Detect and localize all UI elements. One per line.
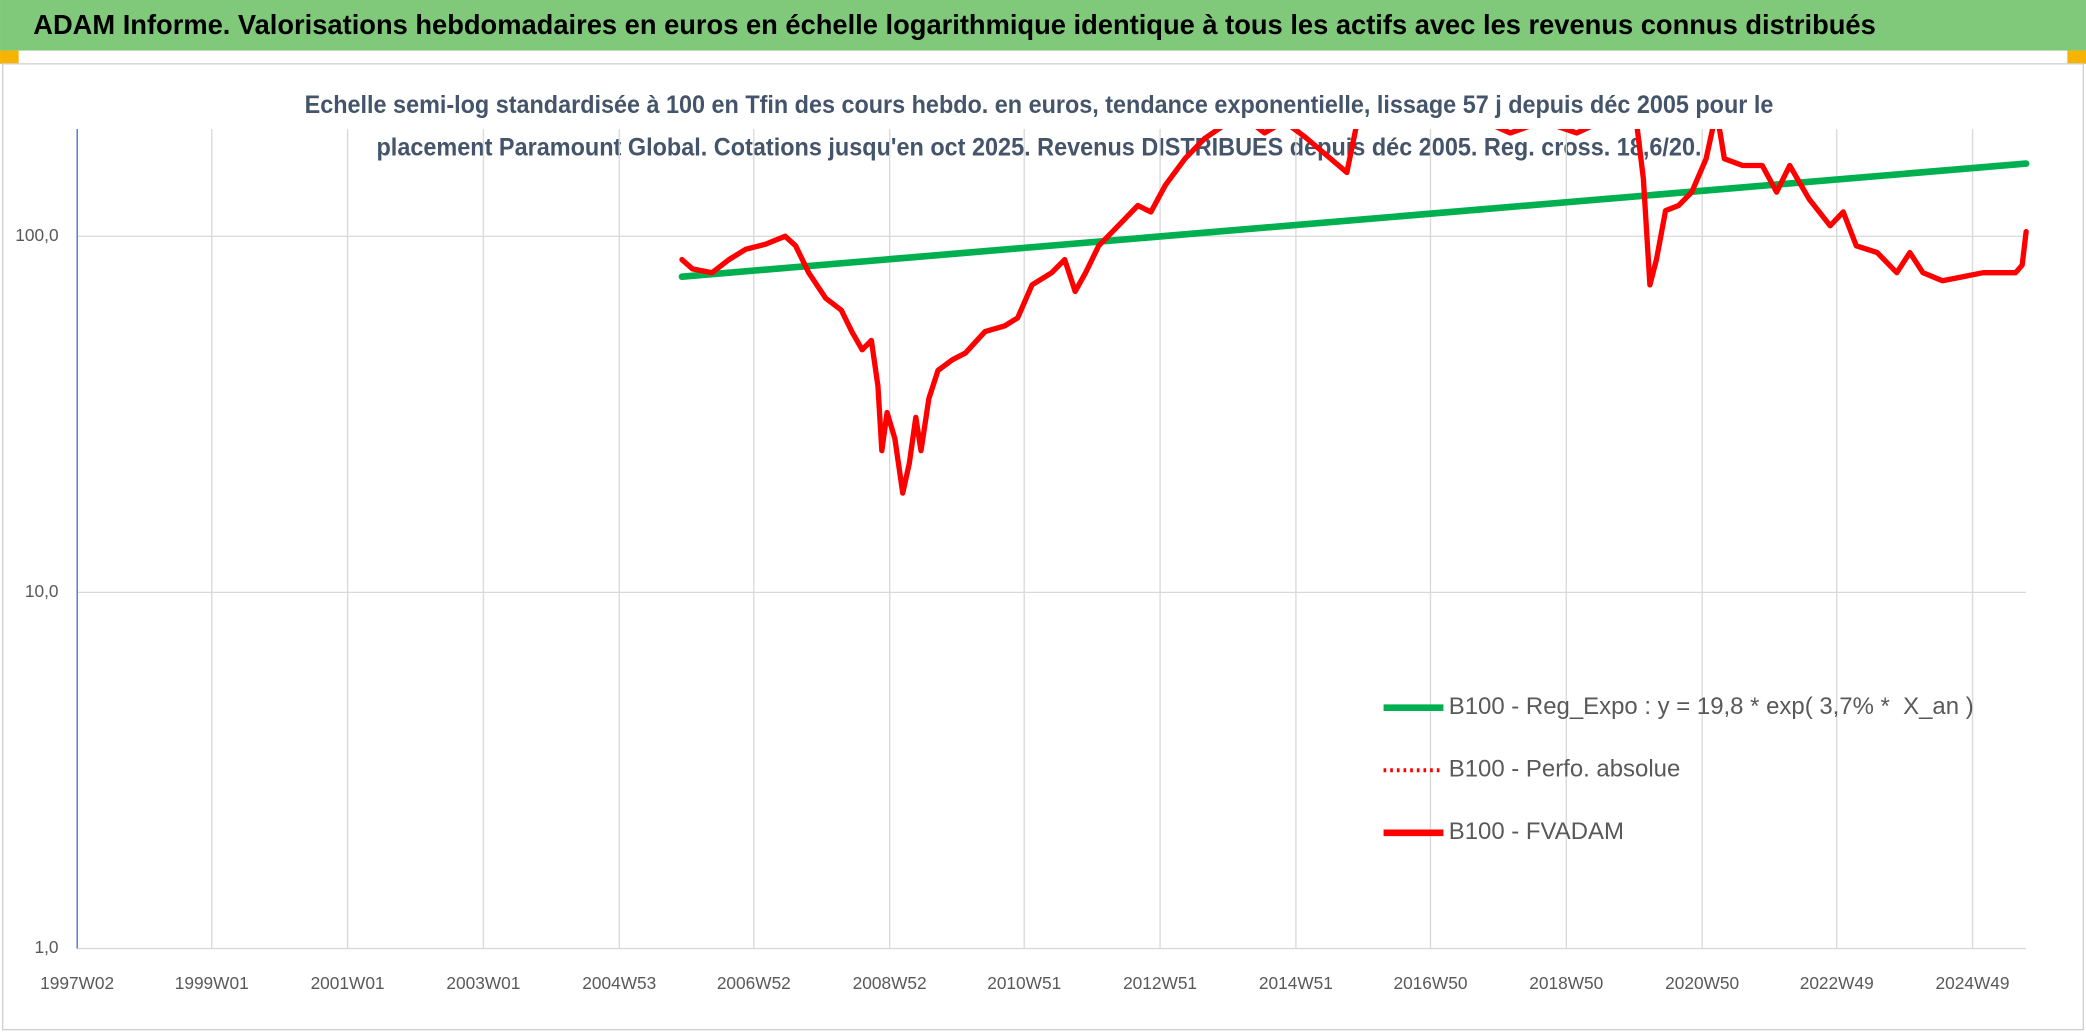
series-line (679, 129, 2029, 496)
plot-area (678, 129, 2030, 496)
chart-frame (2, 63, 2084, 1031)
legend-label: B100 - Perfo. absolue (1449, 756, 1681, 783)
chart-title: ADAM Informe. Valorisations hebdomadaire… (33, 9, 1876, 40)
y-tick-label: 1,0 (35, 937, 59, 957)
x-tick-label: 2003W01 (446, 973, 520, 993)
x-tick-label: 2008W52 (853, 973, 927, 993)
x-tick-label: 2010W51 (987, 973, 1061, 993)
chart-subtitle: placement Paramount Global. Cotations ju… (377, 134, 1702, 162)
x-tick-label: 2020W50 (1665, 973, 1739, 993)
x-tick-label: 2006W52 (717, 973, 791, 993)
x-tick-label: 2016W50 (1393, 973, 1467, 993)
x-tick-label: 2024W49 (1936, 973, 2010, 993)
title-bar (0, 0, 2086, 51)
corner-mark (2067, 50, 2086, 64)
x-tick-label: 2001W01 (311, 973, 385, 993)
axis-labels: 1,0 10,0 100,0 1997W02 1999W01 2001W01 2003W01… (15, 225, 2009, 993)
x-tick-label: 1997W02 (40, 973, 114, 993)
corner-mark (0, 50, 19, 64)
x-tick-label: 2012W51 (1123, 973, 1197, 993)
legend-label: B100 - FVADAM (1449, 818, 1624, 845)
legend-label: B100 - Reg_Expo : y = 19,8 * exp( 3,7% *… (1449, 693, 1974, 720)
x-tick-label: 2014W51 (1259, 973, 1333, 993)
x-tick-label: 2004W53 (582, 973, 656, 993)
x-tick-label: 1999W01 (175, 973, 249, 993)
x-tick-label: 2022W49 (1800, 973, 1874, 993)
legend: B100 - Reg_Expo : y = 19,8 * exp( 3,7% *… (1383, 693, 1974, 845)
x-tick-label: 2018W50 (1529, 973, 1603, 993)
chart-subtitle: Echelle semi-log standardisée à 100 en T… (305, 91, 1774, 119)
y-tick-label: 10,0 (25, 581, 59, 601)
y-tick-label: 100,0 (15, 225, 58, 245)
